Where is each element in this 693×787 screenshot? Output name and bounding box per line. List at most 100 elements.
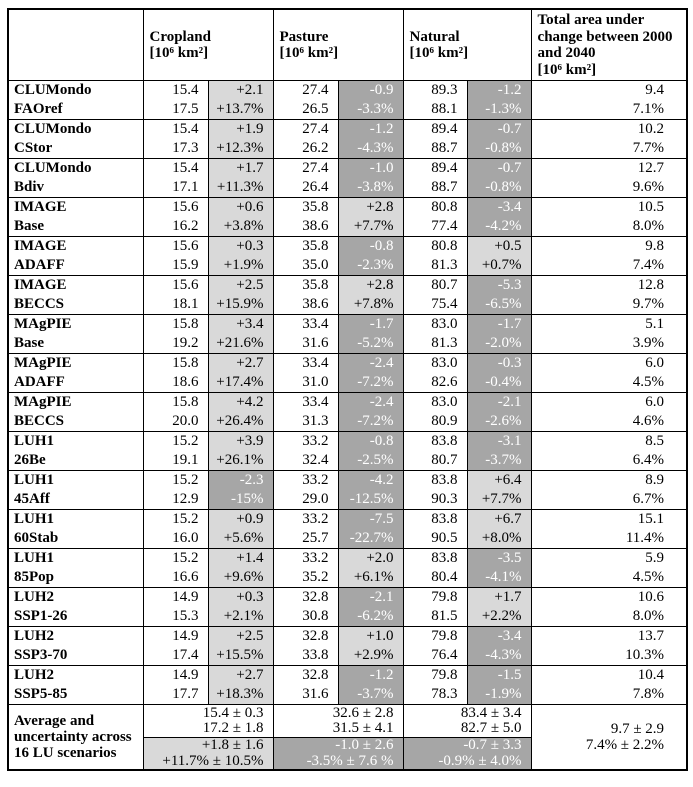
change-abs: -3.4 <box>497 199 522 215</box>
change-abs: +2.7 <box>236 355 264 371</box>
model-name: LUH1 <box>14 472 55 488</box>
total-change-cell: 10.2 7.7% <box>530 119 688 159</box>
scenario-name: FAOref <box>14 101 63 117</box>
model-name: LUH2 <box>14 628 55 644</box>
total-abs: 15.1 <box>637 511 665 527</box>
value-2000: 33.2 <box>302 550 329 566</box>
pasture-value-cell: 27.4 26.5 <box>272 80 339 120</box>
cropland-value-cell: 15.6 15.9 <box>142 236 209 276</box>
cropland-change-cell: +0.3 +2.1% <box>207 587 274 627</box>
value-2000: 14.9 <box>172 628 199 644</box>
cropland-value-cell: 15.4 17.3 <box>142 119 209 159</box>
change-pct: +6.1% <box>353 569 394 585</box>
pasture-change-cell: -4.2 -12.5% <box>337 470 404 510</box>
value-2000: 15.6 <box>172 199 199 215</box>
cropland-value-cell: 14.9 15.3 <box>142 587 209 627</box>
value-2040: 80.4 <box>431 569 458 585</box>
total-abs: 6.0 <box>645 394 665 410</box>
value-2040: 81.3 <box>431 335 458 351</box>
change-abs: -0.7 <box>497 160 522 176</box>
value-2000: 15.6 <box>172 238 199 254</box>
natural-change-cell: +0.5 +0.7% <box>466 236 532 276</box>
natural-change-cell: +6.4 +7.7% <box>466 470 532 510</box>
total-change-cell: 6.0 4.5% <box>530 353 688 393</box>
cropland-change-cell: +2.7 +17.4% <box>207 353 274 393</box>
change-abs: +6.7 <box>494 511 522 527</box>
cropland-value-cell: 15.8 19.2 <box>142 314 209 354</box>
change-abs: -4.2 <box>369 472 394 488</box>
table-row: LUH1 60Stab 15.2 16.0 +0.9 +5.6% 33.2 25… <box>7 509 688 549</box>
total-abs: 5.1 <box>645 316 665 332</box>
natural-value-cell: 83.8 80.4 <box>402 548 468 588</box>
value-2040: 31.6 <box>302 686 329 702</box>
scenario-name: SSP3-70 <box>14 647 68 663</box>
cropland-value-cell: 15.4 17.1 <box>142 158 209 198</box>
value-2000: 35.8 <box>302 277 329 293</box>
summary-pasture-cell: 32.6 ± 2.8 31.5 ± 4.1 -1.0 ± 2.6 -3.5% ±… <box>272 704 404 771</box>
change-abs: +2.0 <box>366 550 394 566</box>
value-2000: 79.8 <box>431 628 458 644</box>
value-2040: 17.3 <box>172 140 199 156</box>
cropland-change-cell: +0.3 +1.9% <box>207 236 274 276</box>
table-row: LUH2 SSP5-85 14.9 17.7 +2.7 +18.3% 32.8 … <box>7 665 688 705</box>
value-2040: 12.9 <box>172 491 199 507</box>
value-2040: 29.0 <box>302 491 329 507</box>
table-row: LUH1 45Aff 15.2 12.9 -2.3 -15% 33.2 29.0… <box>7 470 688 510</box>
pasture-value-cell: 32.8 31.6 <box>272 665 339 705</box>
total-pct: 8.0% <box>632 608 665 624</box>
model-name: MAgPIE <box>14 394 72 410</box>
change-abs: -5.3 <box>497 277 522 293</box>
value-2000: 27.4 <box>302 121 329 137</box>
value-2040: 16.6 <box>172 569 199 585</box>
change-pct: +8.0% <box>481 530 522 546</box>
value-2000: 89.4 <box>431 121 458 137</box>
change-abs: +2.5 <box>236 277 264 293</box>
value-2000: 32.8 <box>302 667 329 683</box>
col-header-total-unit: [10⁶ km²] <box>537 61 597 78</box>
summary-label-line: Average and <box>14 713 95 729</box>
col-header-natural: Natural [10⁶ km²] <box>402 8 532 81</box>
pasture-change-cell: +2.0 +6.1% <box>337 548 404 588</box>
natural-value-cell: 80.8 81.3 <box>402 236 468 276</box>
natural-value-cell: 79.8 81.5 <box>402 587 468 627</box>
change-abs: -2.1 <box>369 589 394 605</box>
value-2000: 80.7 <box>431 277 458 293</box>
value-2000: 27.4 <box>302 160 329 176</box>
value-2040: 15.3 <box>172 608 199 624</box>
summary-value-2000: 15.4 ± 0.3 <box>202 704 264 721</box>
change-abs: +6.4 <box>494 472 522 488</box>
total-pct: 3.9% <box>632 335 665 351</box>
scenario-name: SSP5-85 <box>14 686 68 702</box>
natural-value-cell: 89.3 88.1 <box>402 80 468 120</box>
change-pct: -7.2% <box>357 374 394 390</box>
value-2000: 83.0 <box>431 355 458 371</box>
row-label: MAgPIE Base <box>7 314 144 354</box>
value-2040: 26.2 <box>302 140 329 156</box>
change-abs: -0.3 <box>497 355 522 371</box>
cropland-value-cell: 15.6 16.2 <box>142 197 209 237</box>
change-abs: +1.9 <box>236 121 264 137</box>
value-2040: 31.6 <box>302 335 329 351</box>
pasture-change-cell: -1.7 -5.2% <box>337 314 404 354</box>
value-2040: 26.4 <box>302 179 329 195</box>
total-pct: 4.5% <box>632 569 665 585</box>
change-pct: -6.2% <box>357 608 394 624</box>
summary-row-label: Average and uncertainty across 16 LU sce… <box>7 704 144 771</box>
cropland-value-cell: 15.8 18.6 <box>142 353 209 393</box>
change-pct: -22.7% <box>349 530 394 546</box>
pasture-value-cell: 33.4 31.3 <box>272 392 339 432</box>
value-2000: 83.8 <box>431 433 458 449</box>
total-abs: 8.9 <box>645 472 665 488</box>
change-pct: +13.7% <box>216 101 264 117</box>
total-change-cell: 13.7 10.3% <box>530 626 688 666</box>
value-2000: 83.0 <box>431 316 458 332</box>
total-pct: 8.0% <box>632 218 665 234</box>
summary-value-2000: 83.4 ± 3.4 <box>460 704 522 721</box>
summary-change-pct: -0.9% ± 4.0% <box>438 752 522 769</box>
change-abs: +2.8 <box>366 199 394 215</box>
col-header-pasture-unit: [10⁶ km²] <box>279 45 339 61</box>
value-2000: 35.8 <box>302 238 329 254</box>
cropland-value-cell: 15.2 12.9 <box>142 470 209 510</box>
cropland-change-cell: +1.7 +11.3% <box>207 158 274 198</box>
change-abs: -3.5 <box>497 550 522 566</box>
